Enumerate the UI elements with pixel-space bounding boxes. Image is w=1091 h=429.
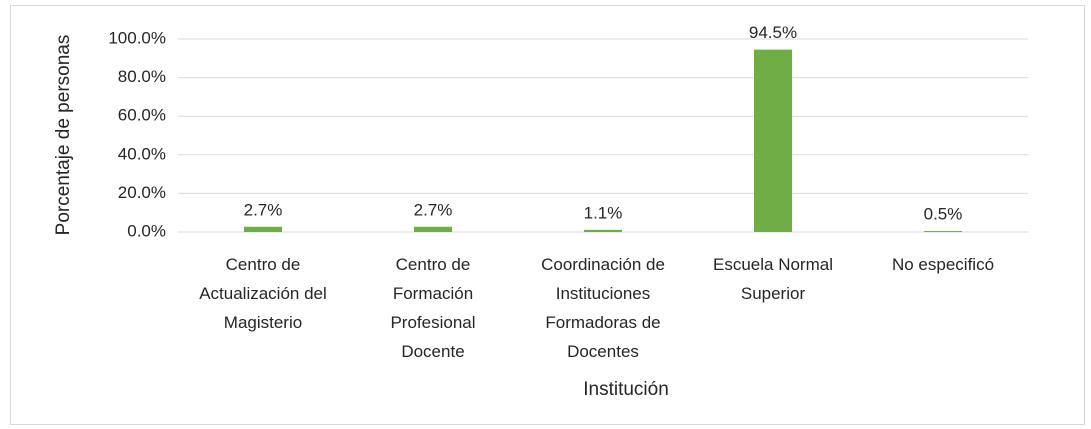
y-axis-label: Porcentaje de personas	[53, 35, 74, 236]
bar	[924, 231, 962, 232]
chart-border	[10, 5, 1085, 425]
y-tick-label: 60.0%	[118, 106, 166, 125]
x-tick-label: No especificó	[891, 255, 995, 274]
y-tick-label: 80.0%	[118, 67, 166, 86]
data-label: 94.5%	[749, 23, 797, 42]
bar	[414, 226, 452, 232]
y-tick-label: 100.0%	[108, 28, 166, 47]
data-label: 2.7%	[414, 200, 453, 219]
y-tick-label: 0.0%	[127, 221, 166, 240]
x-tick-label: Escuela Normal Superior	[713, 255, 833, 303]
data-label: 0.5%	[924, 205, 963, 224]
data-label: 1.1%	[584, 203, 623, 222]
bar	[244, 226, 282, 232]
data-label: 2.7%	[244, 200, 283, 219]
bar	[754, 49, 792, 232]
x-axis-label: Institución	[583, 379, 669, 400]
x-tick-label: Centro de Formación Profesional Docente	[390, 255, 476, 361]
x-tick-label: Centro de Actualización del Magisterio	[199, 255, 327, 332]
bar	[584, 229, 622, 232]
y-tick-label: 20.0%	[118, 183, 166, 202]
x-tick-label: Coordinación de Instituciones Formadoras…	[541, 255, 665, 361]
y-tick-label: 40.0%	[118, 144, 166, 163]
